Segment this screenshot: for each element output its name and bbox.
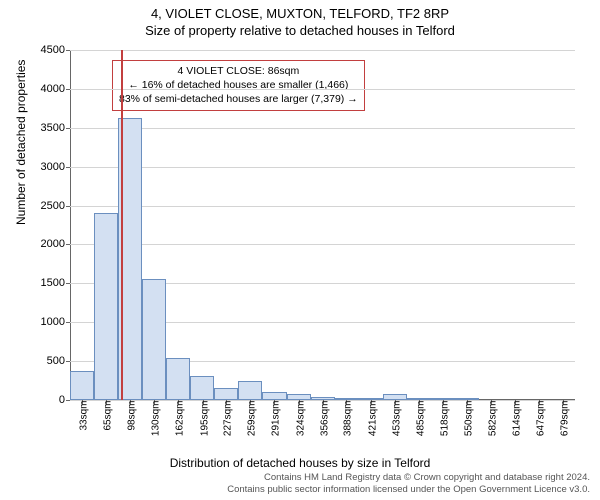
x-tick-label: 130sqm bbox=[151, 401, 162, 441]
y-axis-line bbox=[70, 50, 71, 400]
y-tick-mark bbox=[66, 400, 70, 401]
annotation-line3: 83% of semi-detached houses are larger (… bbox=[119, 92, 358, 106]
histogram-bar bbox=[142, 279, 166, 400]
grid-line bbox=[70, 206, 575, 207]
x-tick-label: 453sqm bbox=[391, 401, 402, 441]
x-tick-label: 582sqm bbox=[487, 401, 498, 441]
x-tick-label: 647sqm bbox=[536, 401, 547, 441]
grid-line bbox=[70, 244, 575, 245]
x-tick-label: 291sqm bbox=[271, 401, 282, 441]
histogram-bar bbox=[262, 392, 286, 400]
histogram-bar bbox=[238, 381, 262, 400]
histogram-bar bbox=[70, 371, 94, 400]
x-tick-label: 614sqm bbox=[511, 401, 522, 441]
y-tick-mark bbox=[66, 361, 70, 362]
histogram-bar bbox=[214, 388, 238, 400]
chart-subtitle: Size of property relative to detached ho… bbox=[0, 23, 600, 40]
x-axis-label: Distribution of detached houses by size … bbox=[0, 456, 600, 470]
histogram-bar bbox=[166, 358, 190, 400]
x-tick-label: 33sqm bbox=[78, 401, 89, 441]
x-tick-label: 679sqm bbox=[560, 401, 571, 441]
footer-attribution: Contains HM Land Registry data © Crown c… bbox=[227, 472, 590, 496]
grid-line bbox=[70, 167, 575, 168]
y-tick-mark bbox=[66, 50, 70, 51]
y-tick-mark bbox=[66, 283, 70, 284]
x-tick-label: 259sqm bbox=[247, 401, 258, 441]
histogram-bar bbox=[94, 213, 118, 400]
y-tick-label: 500 bbox=[25, 355, 65, 367]
y-tick-label: 3500 bbox=[25, 122, 65, 134]
grid-line bbox=[70, 89, 575, 90]
y-tick-mark bbox=[66, 244, 70, 245]
y-tick-label: 1000 bbox=[25, 316, 65, 328]
chart-title: 4, VIOLET CLOSE, MUXTON, TELFORD, TF2 8R… bbox=[0, 0, 600, 23]
x-tick-label: 195sqm bbox=[199, 401, 210, 441]
y-tick-mark bbox=[66, 128, 70, 129]
x-tick-label: 388sqm bbox=[343, 401, 354, 441]
annotation-line1: 4 VIOLET CLOSE: 86sqm bbox=[119, 64, 358, 78]
x-tick-label: 421sqm bbox=[367, 401, 378, 441]
plot-area: 4 VIOLET CLOSE: 86sqm ← 16% of detached … bbox=[70, 50, 575, 400]
x-tick-label: 324sqm bbox=[295, 401, 306, 441]
footer-line1: Contains HM Land Registry data © Crown c… bbox=[227, 472, 590, 484]
x-tick-label: 65sqm bbox=[102, 401, 113, 441]
histogram-bar bbox=[190, 376, 214, 400]
y-tick-mark bbox=[66, 322, 70, 323]
y-tick-label: 1500 bbox=[25, 277, 65, 289]
y-tick-label: 4000 bbox=[25, 83, 65, 95]
subject-marker-line bbox=[121, 50, 123, 400]
x-tick-label: 98sqm bbox=[127, 401, 138, 441]
x-tick-label: 518sqm bbox=[440, 401, 451, 441]
chart-container: 4, VIOLET CLOSE, MUXTON, TELFORD, TF2 8R… bbox=[0, 0, 600, 500]
x-tick-label: 227sqm bbox=[223, 401, 234, 441]
y-tick-mark bbox=[66, 206, 70, 207]
y-tick-mark bbox=[66, 167, 70, 168]
y-tick-label: 3000 bbox=[25, 161, 65, 173]
annotation-line2: ← 16% of detached houses are smaller (1,… bbox=[119, 78, 358, 92]
y-tick-label: 2000 bbox=[25, 238, 65, 250]
footer-line2: Contains public sector information licen… bbox=[227, 484, 590, 496]
grid-line bbox=[70, 50, 575, 51]
x-tick-label: 550sqm bbox=[463, 401, 474, 441]
grid-line bbox=[70, 128, 575, 129]
y-tick-label: 0 bbox=[25, 394, 65, 406]
x-tick-label: 162sqm bbox=[175, 401, 186, 441]
x-tick-label: 485sqm bbox=[415, 401, 426, 441]
y-tick-label: 4500 bbox=[25, 44, 65, 56]
y-tick-mark bbox=[66, 89, 70, 90]
annotation-box: 4 VIOLET CLOSE: 86sqm ← 16% of detached … bbox=[112, 60, 365, 111]
x-tick-label: 356sqm bbox=[319, 401, 330, 441]
y-tick-label: 2500 bbox=[25, 200, 65, 212]
